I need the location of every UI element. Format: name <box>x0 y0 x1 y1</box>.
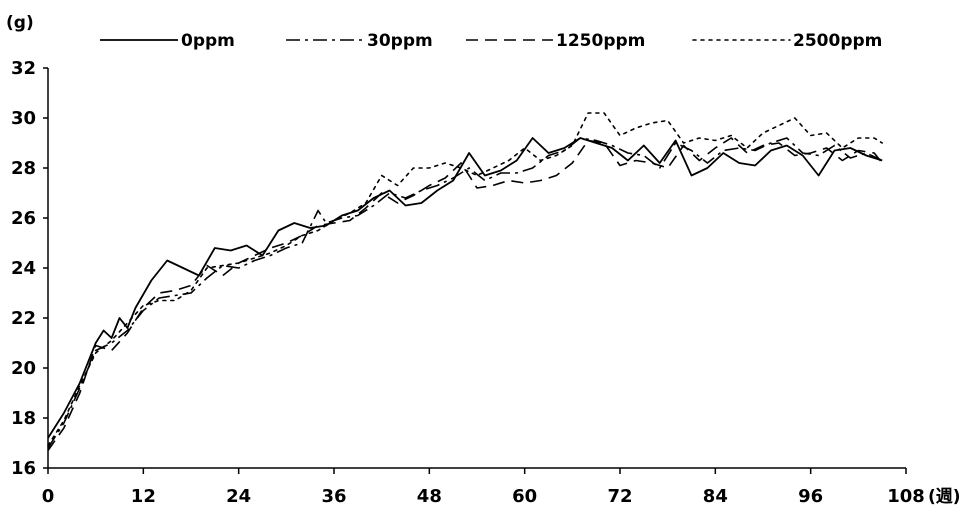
x-tick-label: 84 <box>703 486 728 507</box>
series-line-2500ppm <box>47 112 884 447</box>
x-tick-label: 108 <box>887 486 925 507</box>
y-tick-label: 22 <box>11 308 36 329</box>
legend: 0ppm 30ppm 1250ppm 2500ppm <box>100 31 882 51</box>
x-tick-label: 96 <box>798 486 823 507</box>
x-tick-label: 0 <box>42 486 55 507</box>
y-axis-unit-label: (g) <box>6 13 34 33</box>
axes: 16 18 20 22 24 26 28 30 32 0 12 24 36 48 60 72 84 96 108 <box>11 58 925 507</box>
y-tick-label: 28 <box>11 158 36 179</box>
y-tick-label: 16 <box>11 458 36 479</box>
legend-label-0ppm: 0ppm <box>181 31 235 51</box>
y-tick-label: 18 <box>11 408 36 429</box>
x-tick-label: 24 <box>226 486 251 507</box>
series-line-30ppm <box>47 137 883 449</box>
y-tick-label: 32 <box>11 58 36 79</box>
legend-label-1250ppm: 1250ppm <box>556 31 645 51</box>
x-tick-label: 72 <box>607 486 632 507</box>
y-tick-label: 20 <box>11 358 36 379</box>
series-group <box>47 112 884 451</box>
x-tick-label: 36 <box>321 486 346 507</box>
legend-label-30ppm: 30ppm <box>367 31 433 51</box>
x-tick-label: 48 <box>417 486 442 507</box>
x-axis-unit-label: (週) <box>928 487 961 507</box>
x-tick-label: 60 <box>512 486 537 507</box>
series-line-1250ppm <box>47 137 883 451</box>
y-tick-label: 24 <box>11 258 36 279</box>
series-line-0ppm <box>47 137 883 439</box>
x-tick-label: 12 <box>131 486 156 507</box>
legend-label-2500ppm: 2500ppm <box>793 31 882 51</box>
y-tick-label: 30 <box>11 108 36 129</box>
y-tick-label: 26 <box>11 208 36 229</box>
